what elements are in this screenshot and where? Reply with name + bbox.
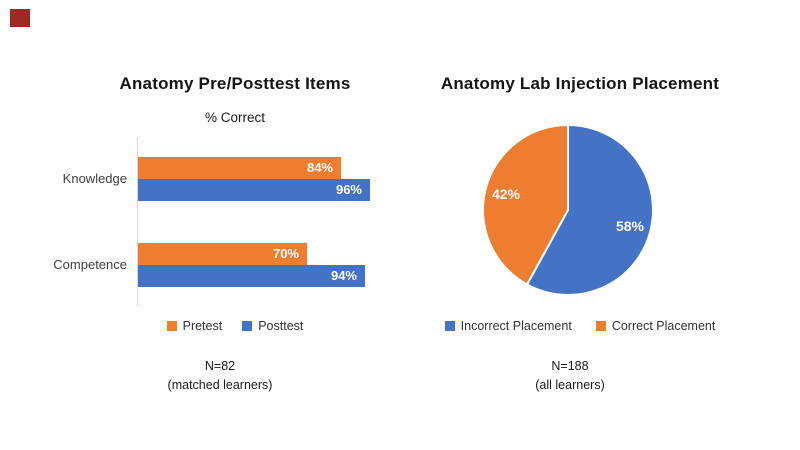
bar-value-label: 94%	[330, 268, 357, 283]
legend-swatch-pretest	[166, 321, 177, 331]
bar-competence-posttest: 94%	[138, 265, 365, 287]
legend-item-pretest: Pretest	[166, 319, 223, 333]
category-label-competence: Competence	[53, 257, 127, 272]
pie-chart-n: N=188	[551, 359, 589, 373]
legend-item-incorrect-placement: Incorrect Placement	[444, 319, 572, 333]
pie-slice-incorrect-placement	[526, 124, 654, 296]
legend-label-pretest: Pretest	[182, 319, 223, 333]
legend-label-correct-placement: Correct Placement	[611, 319, 716, 333]
legend-swatch-posttest	[242, 321, 253, 331]
pie-slice-label-incorrect-placement: 58%	[615, 217, 645, 234]
legend-item-posttest: Posttest	[242, 319, 303, 333]
legend-label-posttest: Posttest	[258, 319, 304, 333]
pie-chart-note: N=188 (all learners)	[420, 357, 720, 395]
y-axis-line	[137, 138, 138, 306]
legend-swatch-correct-placement	[595, 321, 606, 331]
legend-item-correct-placement: Correct Placement	[595, 319, 716, 333]
legend-swatch-incorrect-placement	[444, 321, 455, 331]
legend-label-incorrect-placement: Incorrect Placement	[460, 319, 572, 333]
pie-chart-n-sub: (all learners)	[535, 378, 605, 392]
pie-slice-correct-placement	[481, 124, 569, 286]
pie-svg	[481, 124, 654, 296]
bar-plot: Knowledge 84% 96% Competence 70% 94%	[53, 138, 392, 306]
bar-chart-title: Anatomy Pre/Posttest Items	[119, 74, 351, 93]
bar-chart-n-sub: (matched learners)	[167, 378, 273, 392]
bar-value-label: 96%	[335, 182, 362, 197]
bar-knowledge-pretest: 84%	[138, 157, 341, 179]
bar-knowledge-posttest: 96%	[138, 179, 370, 201]
bar-value-label: 70%	[272, 246, 299, 261]
pie-chart-title: Anatomy Lab Injection Placement	[440, 74, 720, 93]
bar-chart-subtitle: % Correct	[204, 110, 265, 125]
corner-mark	[10, 9, 30, 27]
bar-chart-note: N=82 (matched learners)	[50, 357, 390, 395]
category-label-knowledge: Knowledge	[62, 171, 127, 186]
pie-chart: 58% 42%	[481, 123, 655, 297]
bar-competence-pretest: 70%	[138, 243, 307, 265]
bar-chart-legend: Pretest Posttest	[50, 319, 420, 333]
pie-chart-legend: Incorrect Placement Correct Placement	[410, 319, 750, 333]
pie-slice-label-correct-placement: 42%	[491, 186, 521, 203]
bar-value-label: 84%	[306, 160, 333, 175]
bar-chart-n: N=82	[204, 359, 236, 373]
